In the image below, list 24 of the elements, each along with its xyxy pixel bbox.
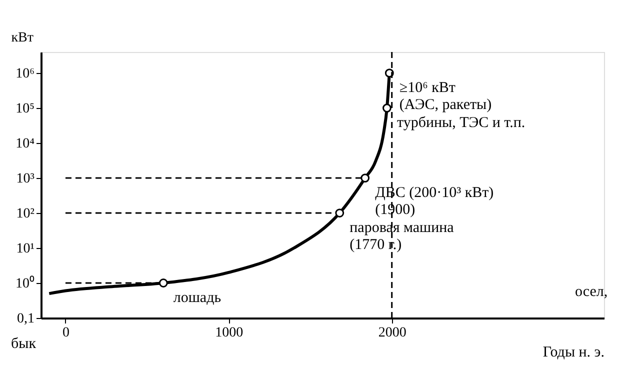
y-tick-label: 10⁵ <box>16 102 35 117</box>
y-tick-label: 10³ <box>16 172 34 187</box>
point <box>335 208 344 218</box>
point <box>158 278 168 288</box>
text: бык <box>11 336 37 352</box>
y-tick-label: 10⁶ <box>16 66 35 82</box>
y-tick-label: 10¹ <box>16 242 34 257</box>
y-axis-title: кВт <box>11 30 34 46</box>
point <box>360 174 370 182</box>
x-tick-label: 1000 <box>215 326 244 340</box>
y-tick-label: 10⁴ <box>16 136 35 152</box>
annotation: лошадь <box>173 290 222 306</box>
x-tick-label: 0 <box>62 326 70 340</box>
annotation: осел, <box>575 284 608 300</box>
y-tick-label: 10² <box>16 206 34 222</box>
annotation: ≥10⁶ кВт (АЭС, ракеты) <box>399 80 492 114</box>
x-axis-title: Годы н. э. <box>542 344 604 360</box>
annotation: ДВС (200·10³ кВт) (1900) <box>375 185 494 218</box>
y-tick-label: 0,1 <box>17 312 34 326</box>
y-tick-label: 10⁰ <box>16 276 34 292</box>
x-tick-label: 2000 <box>378 326 406 340</box>
annotation: турбины, ТЭС и т.п. <box>396 115 526 132</box>
annotation: паровая машина (1770 г.) <box>350 220 454 254</box>
point <box>382 104 392 113</box>
